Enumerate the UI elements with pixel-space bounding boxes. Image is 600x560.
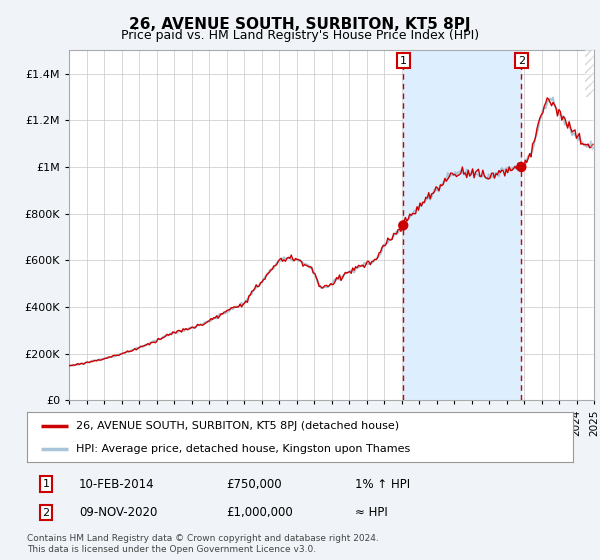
Text: 1% ↑ HPI: 1% ↑ HPI (355, 478, 410, 491)
Text: 1: 1 (400, 55, 407, 66)
Text: ≈ HPI: ≈ HPI (355, 506, 388, 519)
Text: £1,000,000: £1,000,000 (226, 506, 293, 519)
Text: 26, AVENUE SOUTH, SURBITON, KT5 8PJ: 26, AVENUE SOUTH, SURBITON, KT5 8PJ (129, 17, 471, 32)
Text: 26, AVENUE SOUTH, SURBITON, KT5 8PJ (detached house): 26, AVENUE SOUTH, SURBITON, KT5 8PJ (det… (76, 421, 399, 431)
Text: 1: 1 (43, 479, 50, 489)
Text: 2: 2 (43, 507, 50, 517)
Text: £750,000: £750,000 (226, 478, 282, 491)
Text: Contains HM Land Registry data © Crown copyright and database right 2024.
This d: Contains HM Land Registry data © Crown c… (27, 534, 379, 554)
Point (517, 162, 526, 171)
Bar (403, 50, 521, 400)
Text: HPI: Average price, detached house, Kingston upon Thames: HPI: Average price, detached house, King… (76, 445, 410, 454)
Text: 09-NOV-2020: 09-NOV-2020 (79, 506, 157, 519)
Text: 10-FEB-2014: 10-FEB-2014 (79, 478, 154, 491)
Point (398, 221, 408, 230)
Text: 2: 2 (518, 55, 525, 66)
Text: Price paid vs. HM Land Registry's House Price Index (HPI): Price paid vs. HM Land Registry's House … (121, 29, 479, 42)
